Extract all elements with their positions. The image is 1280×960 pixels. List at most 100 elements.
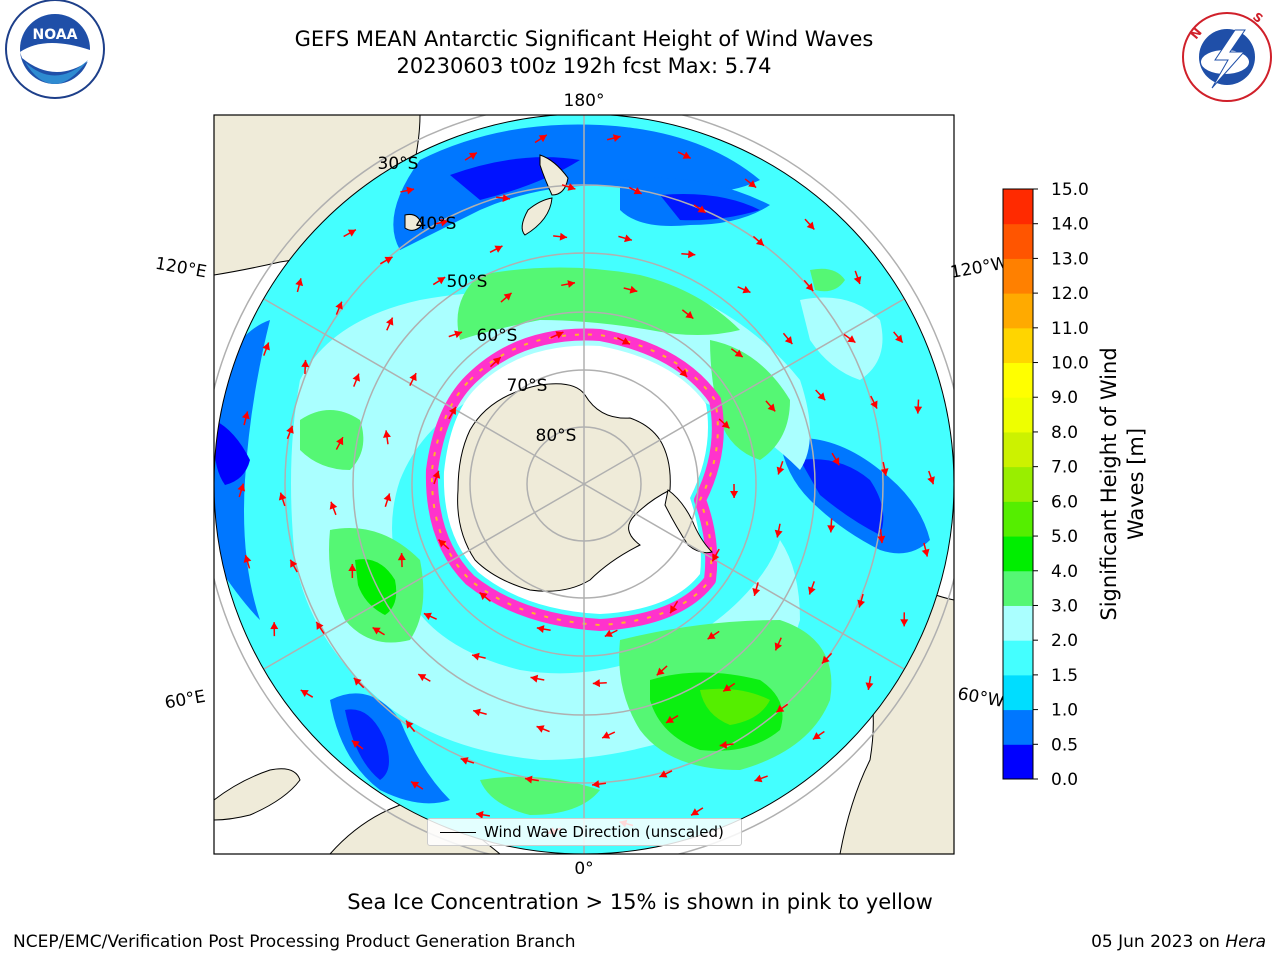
wave-arrow-head bbox=[827, 525, 836, 533]
wave-arrow-head bbox=[471, 652, 480, 661]
colorbar-segment bbox=[1003, 466, 1033, 502]
wave-arrow-head bbox=[241, 411, 250, 420]
wave-arrow-head bbox=[784, 336, 793, 345]
lon-label-60w: 60°W bbox=[956, 684, 1006, 712]
map-frame-border bbox=[213, 114, 955, 855]
wave-arrow-head bbox=[405, 720, 414, 729]
lon-label-120w: 120°W bbox=[949, 253, 1010, 283]
wave-arrow-head bbox=[538, 134, 547, 143]
wave-arrow-head bbox=[409, 373, 417, 382]
noaa-logo: NOAA bbox=[5, 0, 105, 99]
colorbar-segment bbox=[1003, 189, 1033, 225]
wave-arrow-head bbox=[536, 725, 545, 733]
lon-label-0: 0° bbox=[574, 859, 593, 879]
wave-arrow-head bbox=[243, 554, 252, 563]
wave-arrow-head bbox=[774, 642, 783, 651]
lat-label-40s: 40°S bbox=[416, 214, 457, 234]
wave-arrow-head bbox=[857, 599, 865, 608]
colorbar-segment bbox=[1003, 501, 1033, 537]
sea-ice-caption: Sea Ice Concentration > 15% is shown in … bbox=[347, 890, 933, 914]
wave-arrow-head bbox=[754, 774, 763, 783]
wave-arrow-head bbox=[300, 690, 309, 698]
colorbar-tick-label: 15.0 bbox=[1051, 180, 1089, 200]
wave-arrow-head bbox=[665, 715, 675, 723]
wave-arrow-head bbox=[278, 492, 287, 501]
lat-label-70s: 70°S bbox=[507, 376, 548, 396]
wave-arrow-head bbox=[682, 151, 691, 159]
colorbar-tick-label: 14.0 bbox=[1051, 215, 1089, 235]
wave-arrow-head bbox=[776, 705, 785, 713]
wave-height-field bbox=[214, 115, 954, 854]
wave-arrow-head bbox=[776, 466, 785, 475]
nws-logo: N S bbox=[1182, 10, 1272, 102]
colorbar-tick-label: 6.0 bbox=[1051, 492, 1078, 512]
wave-arrow-head bbox=[633, 187, 642, 195]
wave-arrow-head bbox=[656, 667, 665, 676]
wave-arrow-head bbox=[502, 194, 510, 203]
colorbar-tick-label: 12.0 bbox=[1051, 284, 1089, 304]
land-antarctic-peninsula bbox=[664, 489, 713, 554]
wave-arrow-head bbox=[870, 400, 878, 409]
wave-arrow-head bbox=[691, 808, 700, 816]
wave-arrow-head bbox=[476, 810, 484, 819]
colorbar-segment bbox=[1003, 570, 1033, 606]
colorbar-segment bbox=[1003, 640, 1033, 676]
wave-arrow-head bbox=[832, 457, 840, 466]
colorbar-segment bbox=[1003, 397, 1033, 433]
colorbar-tick-label: 5.0 bbox=[1051, 527, 1078, 547]
colorbar-segment bbox=[1003, 431, 1033, 468]
wave-arrow-head bbox=[808, 586, 816, 595]
wave-arrow-head bbox=[386, 317, 394, 326]
wave-arrow-head bbox=[877, 535, 886, 544]
figure-title: GEFS MEAN Antarctic Significant Height o… bbox=[294, 27, 874, 51]
colorbar-tick-label: 4.0 bbox=[1051, 562, 1078, 582]
map-content bbox=[214, 115, 954, 854]
wave-arrow-head bbox=[697, 205, 706, 213]
wave-arrow-head bbox=[329, 501, 338, 510]
colorbar-border bbox=[1002, 188, 1034, 780]
wave-arrow-head bbox=[624, 234, 632, 243]
wave-arrow-head bbox=[719, 740, 728, 749]
lon-label-60e: 60°E bbox=[163, 687, 207, 714]
wave-arrow-head bbox=[774, 529, 783, 538]
wave-arrow-head bbox=[567, 280, 575, 288]
wave-arrow-head bbox=[479, 592, 488, 600]
colorbar-tick-label: 2.0 bbox=[1051, 631, 1078, 651]
figure-subtitle: 20230603 t00z 192h fcst Max: 5.74 bbox=[396, 54, 772, 78]
wave-arrow-head bbox=[721, 420, 730, 429]
colorbar-tick-label: 1.0 bbox=[1051, 701, 1078, 721]
wave-arrow-head bbox=[383, 493, 392, 502]
wave-arrow-head bbox=[927, 476, 935, 485]
wave-arrow-head bbox=[679, 369, 688, 377]
wave-arrow-head bbox=[865, 682, 874, 690]
colorbar-segment bbox=[1003, 362, 1033, 398]
wave-arrow-head bbox=[372, 627, 381, 635]
wave-arrow-head bbox=[612, 134, 621, 142]
wave-arrow-head bbox=[921, 548, 930, 557]
wave-arrow-head bbox=[352, 373, 361, 382]
wave-arrow-head bbox=[384, 256, 393, 264]
colorbar-segment bbox=[1003, 605, 1033, 641]
wave-arrow-head bbox=[567, 183, 576, 191]
wave-arrow-head bbox=[723, 684, 732, 692]
wave-arrow-head bbox=[895, 334, 903, 343]
wave-arrow-head bbox=[335, 301, 343, 310]
wave-arrow-head bbox=[880, 468, 889, 476]
lat-label-50s: 50°S bbox=[447, 272, 488, 292]
wave-arrow-head bbox=[494, 245, 503, 253]
wave-arrow-head bbox=[460, 757, 469, 765]
wave-arrow-head bbox=[734, 349, 743, 358]
footer-credit: NCEP/EMC/Verification Post Processing Pr… bbox=[13, 932, 576, 952]
colorbar-title-line1: Significant Height of Wind bbox=[1097, 347, 1121, 620]
wave-arrow-head bbox=[316, 621, 324, 630]
wave-arrow-head bbox=[847, 335, 856, 343]
wave-arrow-head bbox=[688, 250, 696, 259]
wave-arrow-head bbox=[670, 605, 678, 614]
wave-arrow-head bbox=[468, 152, 477, 160]
colorbar-segment bbox=[1003, 223, 1033, 259]
wave-arrow-head bbox=[767, 403, 776, 412]
wave-arrow-head bbox=[406, 186, 415, 195]
wave-arrow-head bbox=[440, 218, 449, 227]
wave-arrow-head bbox=[629, 285, 638, 294]
legend-label: Wind Wave Direction (unscaled) bbox=[484, 823, 724, 841]
